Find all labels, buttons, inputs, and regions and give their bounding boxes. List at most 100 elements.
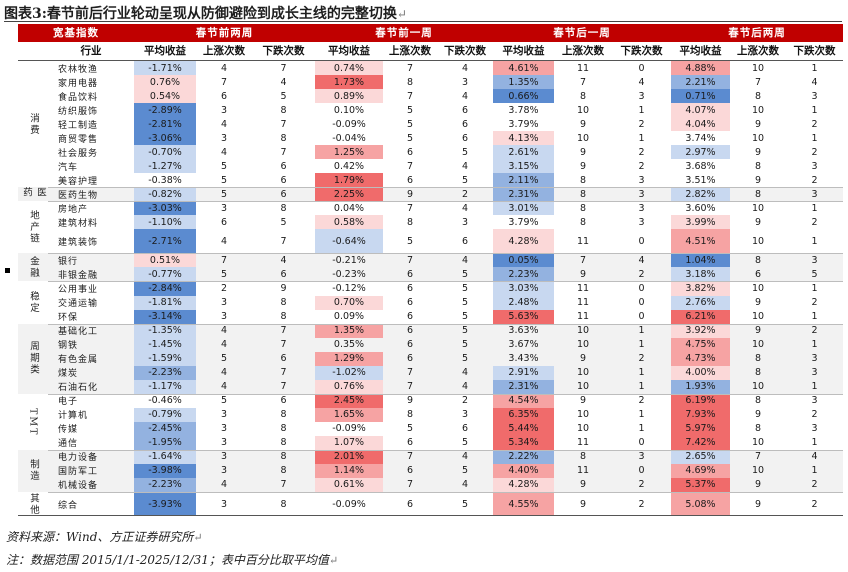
industry-name: 美容护理 <box>58 176 99 187</box>
up-count-cell: 10 <box>751 465 765 477</box>
up-count-cell: 11 <box>576 465 590 477</box>
table-row: 机械设备 -2.23% 4 7 0.61% 7 4 4.28% 9 2 5.37% 9 2 <box>18 477 843 492</box>
down-count-cell: 2 <box>638 353 645 365</box>
down-count-cell: 0 <box>638 437 645 449</box>
group-label: 其他 <box>18 492 48 516</box>
up-count-cell: 10 <box>576 325 590 337</box>
avg-return-cell: 2.65% <box>671 449 730 464</box>
industry-name: 医药生物 <box>58 190 99 201</box>
up-count-cell: 11 <box>576 297 590 309</box>
down-count-cell: 3 <box>461 76 469 88</box>
down-count-cell: 4 <box>461 254 469 266</box>
avg-return-cell: 0.76% <box>315 379 383 394</box>
up-count-cell: 6 <box>406 437 414 449</box>
return-mark: ↵ <box>193 531 203 544</box>
avg-return-cell: -3.14% <box>134 309 196 324</box>
avg-return-cell: -2.23% <box>134 365 196 380</box>
table-row: 食品饮料 0.54% 6 5 0.89% 7 4 0.66% 8 3 0.71% 8 3 <box>18 89 843 104</box>
avg-return-cell: 2.45% <box>315 393 383 408</box>
up-count-cell: 9 <box>579 268 587 280</box>
down-count-cell: 1 <box>811 235 818 247</box>
industry-name: 公用事业 <box>58 284 99 295</box>
avg-return-cell: -1.10% <box>134 215 196 230</box>
up-count-cell: 10 <box>751 282 765 294</box>
group-label: 地产链 <box>18 201 48 253</box>
down-count-cell: 4 <box>280 254 287 266</box>
industry-name: 银行 <box>58 256 79 267</box>
avg-return-cell: -1.35% <box>134 323 196 338</box>
up-count-cell: 8 <box>406 76 414 88</box>
avg-return-cell: 3.82% <box>671 281 730 296</box>
avg-return-cell: -1.59% <box>134 351 196 366</box>
up-count-cell: 9 <box>754 409 762 421</box>
up-count-cell: 8 <box>754 90 762 102</box>
group-label-text: 金融 <box>28 255 39 279</box>
industry-name: 纺织服饰 <box>58 106 99 117</box>
group-label: 周期类 <box>18 324 48 394</box>
header-metric-0-1: 上涨次数 <box>203 45 245 57</box>
up-count-cell: 9 <box>579 160 587 172</box>
up-count-cell: 8 <box>406 409 414 421</box>
avg-return-cell: 2.11% <box>493 173 554 188</box>
avg-return-cell: 2.23% <box>493 267 554 282</box>
up-count-cell: 3 <box>220 297 228 309</box>
up-count-cell: 6 <box>406 339 414 351</box>
down-count-cell: 1 <box>638 409 645 421</box>
avg-return-cell: -0.70% <box>134 145 196 160</box>
down-count-cell: 6 <box>280 395 287 407</box>
up-count-cell: 7 <box>406 90 414 102</box>
avg-return-cell: 0.74% <box>315 61 383 76</box>
down-count-cell: 6 <box>280 160 287 172</box>
up-count-cell: 3 <box>220 104 228 116</box>
up-count-cell: 11 <box>576 235 590 247</box>
up-count-cell: 5 <box>220 395 228 407</box>
down-count-cell: 3 <box>811 254 818 266</box>
header-metric-1-2: 下跌次数 <box>444 45 486 57</box>
header-metric-1-0: 平均收益 <box>328 45 370 57</box>
avg-return-cell: -2.71% <box>134 229 196 254</box>
group-separator <box>48 281 843 283</box>
down-count-cell: 1 <box>638 381 645 393</box>
down-count-cell: 1 <box>811 437 818 449</box>
down-count-cell: 0 <box>638 282 645 294</box>
up-count-cell: 6 <box>406 353 414 365</box>
avg-return-cell: 2.82% <box>671 187 730 202</box>
avg-return-cell: 0.89% <box>315 89 383 104</box>
down-count-cell: 2 <box>638 160 645 172</box>
avg-return-cell: -0.82% <box>134 187 196 202</box>
up-count-cell: 11 <box>576 62 590 74</box>
avg-return-cell: -0.12% <box>332 282 366 294</box>
down-count-cell: 1 <box>811 62 818 74</box>
up-count-cell: 6 <box>220 90 228 102</box>
group-label-text: TMT <box>27 407 39 437</box>
down-count-cell: 2 <box>638 498 645 510</box>
avg-return-cell: -0.09% <box>332 423 366 435</box>
down-count-cell: 4 <box>461 451 469 463</box>
up-count-cell: 8 <box>754 353 762 365</box>
avg-return-cell: 7.42% <box>671 435 730 450</box>
avg-return-cell: 3.15% <box>493 159 554 174</box>
down-count-cell: 5 <box>461 146 469 158</box>
avg-return-cell: -2.45% <box>134 421 196 436</box>
industry-name: 煤炭 <box>58 369 79 380</box>
down-count-cell: 5 <box>461 498 469 510</box>
down-count-cell: 3 <box>638 216 645 228</box>
avg-return-cell: 0.10% <box>333 104 365 116</box>
avg-return-cell: 6.19% <box>671 393 730 408</box>
avg-return-cell: 7.93% <box>671 407 730 422</box>
up-count-cell: 5 <box>220 353 228 365</box>
down-count-cell: 2 <box>638 395 645 407</box>
table-row: 煤炭 -2.23% 4 7 -1.02% 7 4 2.91% 10 1 4.00% 8 3 <box>18 365 843 380</box>
table-row: 房地产 -3.03% 3 8 0.04% 7 4 3.01% 8 3 3.60% 10 1 <box>18 201 843 216</box>
avg-return-cell: -3.06% <box>134 131 196 146</box>
up-count-cell: 6 <box>220 216 228 228</box>
down-count-cell: 6 <box>280 353 287 365</box>
up-count-cell: 6 <box>406 498 414 510</box>
up-count-cell: 7 <box>754 76 762 88</box>
table-row: 国防军工 -3.98% 3 8 1.14% 6 5 4.40% 11 0 4.69% 10 1 <box>18 463 843 478</box>
group-band <box>18 187 843 202</box>
avg-return-cell: 3.51% <box>685 174 716 186</box>
down-count-cell: 1 <box>811 282 818 294</box>
avg-return-cell: 5.34% <box>493 435 554 450</box>
industry-name: 钢铁 <box>58 341 79 352</box>
